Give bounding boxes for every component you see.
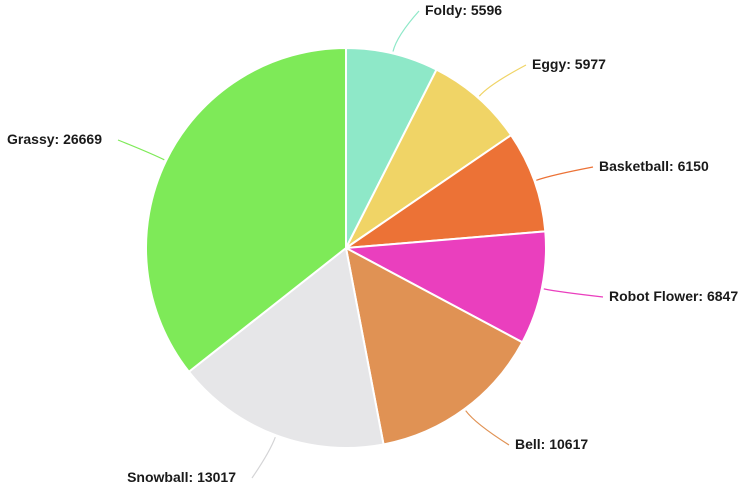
leader-line-bell xyxy=(465,410,510,446)
pie-slice-snowball[interactable] xyxy=(187,246,385,449)
leader-line-basketball xyxy=(536,166,594,181)
data-label-basketball: Basketball: 6150 xyxy=(599,158,709,174)
pie-slice-basketball[interactable] xyxy=(342,133,547,250)
leader-line-eggy xyxy=(478,64,527,97)
leader-line-robot-flower xyxy=(543,288,604,298)
data-label-foldy: Foldy: 5596 xyxy=(425,2,502,18)
data-label-bell: Bell: 10617 xyxy=(515,436,588,452)
pie-slice-eggy[interactable] xyxy=(345,68,513,249)
data-label-grassy: Grassy: 26669 xyxy=(7,131,102,147)
pie-slice-grassy[interactable] xyxy=(145,46,347,374)
data-labels: Foldy: 5596 Eggy: 5977 Basketball: 6150 Rob… xyxy=(7,2,738,485)
label-leader-lines xyxy=(117,10,604,479)
pie-slice-bell[interactable] xyxy=(344,246,524,446)
leader-line-snowball xyxy=(251,436,276,479)
leader-line-foldy xyxy=(392,10,420,52)
pie-slice-robot-flower[interactable] xyxy=(342,230,547,344)
data-label-eggy: Eggy: 5977 xyxy=(532,56,606,72)
data-label-robot-flower: Robot Flower: 6847 xyxy=(609,288,738,304)
data-label-snowball: Snowball: 13017 xyxy=(127,469,236,485)
pie-slices xyxy=(145,46,547,449)
leader-line-grassy xyxy=(117,139,165,161)
